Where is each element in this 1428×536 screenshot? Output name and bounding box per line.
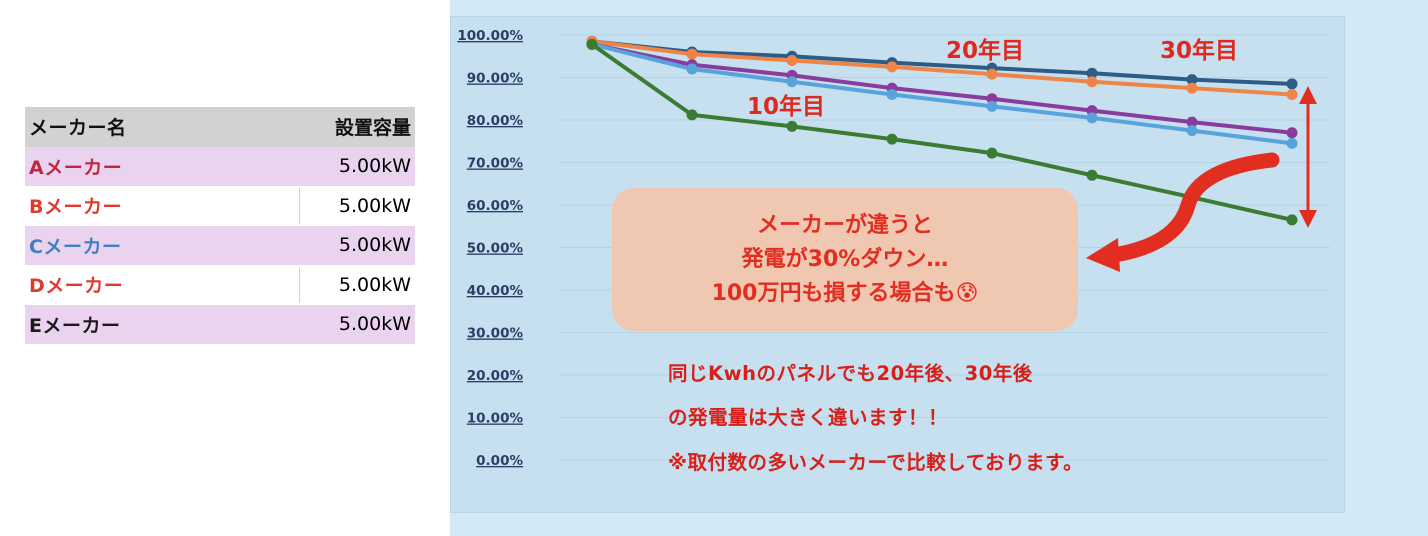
y-tick-label: 90.00% xyxy=(467,71,524,87)
data-point xyxy=(686,48,698,60)
data-point xyxy=(786,55,798,66)
data-point xyxy=(1286,137,1298,149)
data-point xyxy=(1186,125,1198,137)
curved-arrow-head-icon xyxy=(1086,238,1120,272)
annotation-year20: 20年目 xyxy=(946,37,1024,64)
data-point xyxy=(886,89,898,100)
callout-line2: 発電が30%ダウン… xyxy=(741,246,949,272)
annotation-year30: 30年目 xyxy=(1160,37,1238,64)
data-point xyxy=(986,147,998,159)
y-tick-label: 30.00% xyxy=(467,326,524,342)
y-axis-ticks: 0.00% 10.00% 20.00% 30.00% 40.00% 50.00% 60.00… xyxy=(457,28,523,469)
maker-name-c: Cメーカー xyxy=(29,235,122,258)
maker-name-b: Bメーカー xyxy=(29,196,122,219)
data-point xyxy=(986,68,998,80)
capacity-value: 5.00kW xyxy=(338,313,411,336)
data-point xyxy=(1286,89,1298,100)
table-row: Bメーカー 5.00kW xyxy=(25,186,415,226)
y-tick-label: 0.00% xyxy=(476,453,523,469)
table-row: Eメーカー 5.00kW xyxy=(25,304,415,344)
y-tick-label: 70.00% xyxy=(467,156,524,172)
maker-name-d: Dメーカー xyxy=(29,275,124,298)
data-point xyxy=(886,61,898,73)
callout-box: メーカーが違うと 発電が30%ダウン… 100万円も損する場合も😰 xyxy=(612,188,1078,331)
callout-line3-wrap: 100万円も損する場合も😰 xyxy=(712,277,979,311)
maker-name-a: Aメーカー xyxy=(29,156,123,179)
callout-line1: メーカーが違うと xyxy=(756,212,933,238)
data-point xyxy=(786,76,798,88)
y-tick-label: 80.00% xyxy=(467,113,524,129)
series-line-5 xyxy=(590,42,1293,222)
column-divider xyxy=(299,267,300,303)
data-point xyxy=(1086,76,1098,88)
data-point xyxy=(686,109,698,121)
series-line-1 xyxy=(591,39,1293,86)
series-lines xyxy=(586,35,1298,226)
table-row: Dメーカー 5.00kW xyxy=(25,265,415,305)
y-tick-label: 50.00% xyxy=(467,241,524,257)
range-arrow-bottom-icon xyxy=(1299,210,1317,228)
data-point xyxy=(1086,112,1098,124)
annotation-arrows xyxy=(1086,86,1317,272)
annotation-year10: 10年目 xyxy=(747,93,825,120)
series-line-4 xyxy=(591,42,1293,146)
table-row: Aメーカー 5.00kW xyxy=(25,146,415,186)
data-point xyxy=(1086,169,1098,181)
data-point xyxy=(686,63,698,75)
note-line2: の発電量は大きく違います！！ xyxy=(668,406,949,429)
header-maker-name: メーカー名 xyxy=(29,117,127,140)
capacity-value: 5.00kW xyxy=(338,194,411,217)
series-line-3 xyxy=(591,42,1293,135)
data-point xyxy=(1286,214,1298,226)
callout-line3: 100万円も損する場合も xyxy=(711,280,956,306)
series-line-2 xyxy=(591,39,1293,97)
data-point xyxy=(1186,82,1198,94)
table-header-row: メーカー名 設置容量 xyxy=(25,107,415,147)
note-line1: 同じKwhのパネルでも20年後、30年後 xyxy=(668,362,1033,385)
y-tick-label: 40.00% xyxy=(467,283,524,299)
maker-capacity-table: メーカー名 設置容量 Aメーカー 5.00kW Bメーカー 5.00kW Cメー… xyxy=(25,107,415,344)
data-point xyxy=(786,120,798,132)
y-tick-label: 100.00% xyxy=(457,28,523,44)
capacity-value: 5.00kW xyxy=(338,273,411,296)
data-point xyxy=(586,38,598,50)
range-arrow-top-icon xyxy=(1299,86,1317,104)
header-capacity: 設置容量 xyxy=(334,117,411,140)
data-point xyxy=(886,133,898,145)
maker-name-e: Eメーカー xyxy=(29,314,121,337)
data-point xyxy=(1186,116,1198,128)
y-tick-label: 20.00% xyxy=(467,368,524,384)
data-point xyxy=(1286,78,1298,90)
data-point xyxy=(986,93,998,105)
data-point xyxy=(1286,127,1298,139)
column-divider xyxy=(299,188,300,224)
y-tick-label: 60.00% xyxy=(467,198,524,214)
data-point xyxy=(1186,74,1198,86)
anxious-face-icon: 😰 xyxy=(955,280,979,306)
capacity-value: 5.00kW xyxy=(338,155,411,178)
data-point xyxy=(1086,67,1098,79)
curved-arrow-line xyxy=(1100,152,1280,264)
data-point xyxy=(986,100,998,112)
note-line3: ※取付数の多いメーカーで比較しております。 xyxy=(668,451,1084,474)
capacity-value: 5.00kW xyxy=(338,234,411,257)
table-row: Cメーカー 5.00kW xyxy=(25,225,415,265)
y-tick-label: 10.00% xyxy=(467,411,524,427)
